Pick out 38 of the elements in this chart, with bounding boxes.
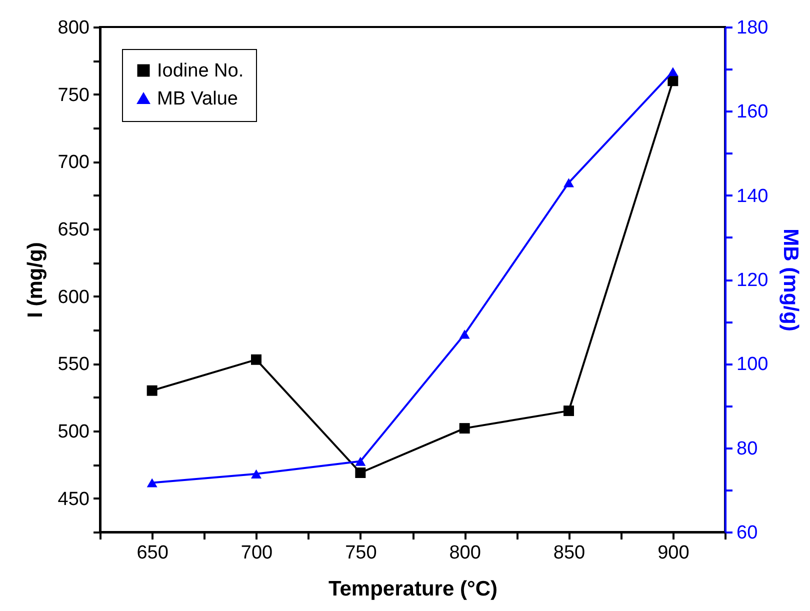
y2-tick-label: 180 [736,18,768,38]
y2-axis-title: MB (mg/g) [779,228,802,332]
x-tick-label: 700 [240,542,273,564]
y-tick-label: 550 [58,354,90,376]
y-tick-label: 800 [58,18,90,38]
x-tick-label: 750 [345,542,377,564]
y2-tick-label: 100 [736,354,768,376]
point [459,423,470,434]
y2-tick-label: 120 [736,270,768,291]
y2-tick-label: 160 [736,102,768,123]
y2-tick-label: 80 [736,438,758,460]
legend-label: Iodine No. [157,60,244,82]
point [459,330,470,339]
x-axis-title: Temperature (°C) [328,578,498,600]
point [564,178,574,188]
point [355,456,366,466]
y2-tick-label: 140 [736,186,768,207]
y-tick-label: 750 [58,84,90,106]
point [668,67,678,76]
x-tick-label: 900 [658,542,690,564]
y-tick-label: 650 [58,220,90,240]
x-tick-label: 650 [136,542,168,564]
point [146,385,158,396]
y-tick-label: 600 [58,286,90,308]
point [355,468,366,478]
legend-label: MB Value [157,88,238,110]
point [251,354,262,365]
point [668,76,678,86]
point [146,478,158,488]
y2-tick-label: 60 [736,522,758,544]
y-axis-title: I (mg/g) [24,242,47,318]
y-tick-label: 500 [58,422,90,442]
x-tick-label: 850 [553,542,586,564]
y-tick-label: 450 [58,488,90,510]
point [564,406,574,416]
x-tick-label: 800 [449,542,481,564]
point [251,469,262,478]
y-tick-label: 700 [58,152,90,174]
